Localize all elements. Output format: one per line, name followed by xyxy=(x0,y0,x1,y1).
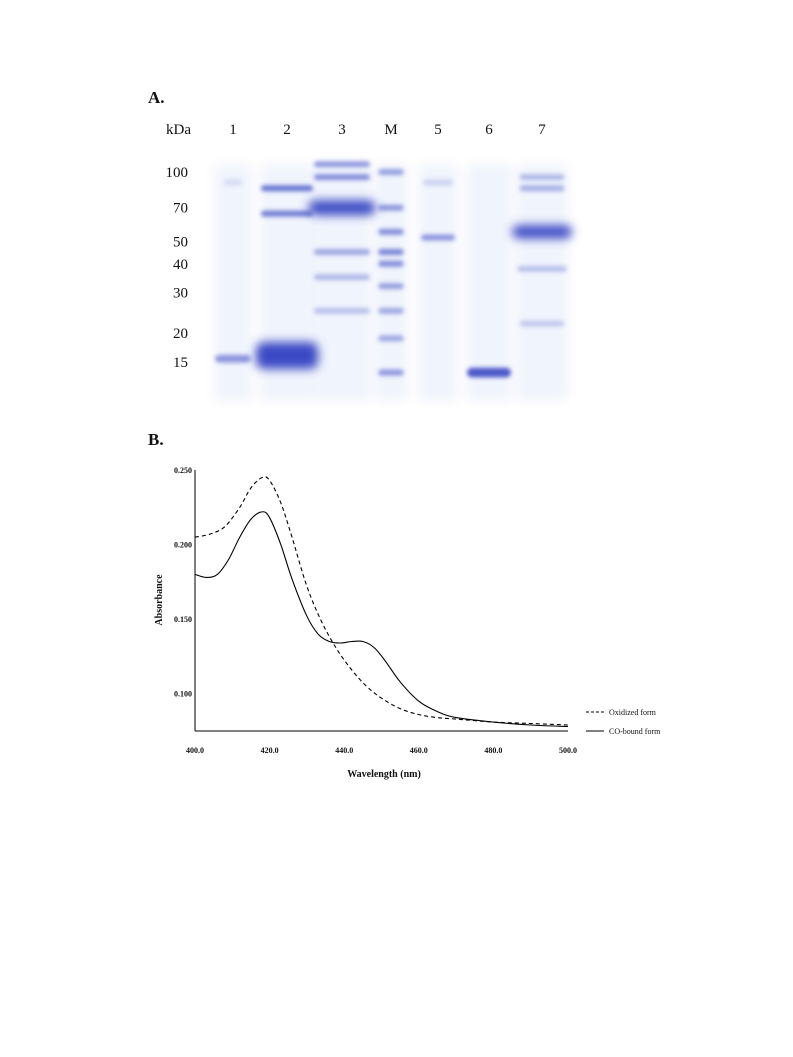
y-tick-label: 0.100 xyxy=(174,690,192,699)
gel-band xyxy=(308,200,376,216)
gel-band xyxy=(378,369,404,376)
gel-band xyxy=(378,260,404,267)
gel-lane-1 xyxy=(215,165,251,400)
gel-band xyxy=(314,307,370,314)
gel-lane-2 xyxy=(255,165,319,400)
gel-band xyxy=(467,367,511,378)
legend-label-oxidized-form: Oxidized form xyxy=(609,708,657,717)
chart-tick-labels: 400.0 420.0 440.0 460.0 480.0 500.0 0.100 0.150… xyxy=(174,466,577,755)
y-axis-title: Absorbance xyxy=(154,574,165,626)
lane-smear xyxy=(517,165,567,400)
gel-lane-5 xyxy=(419,165,457,400)
sds-page-gel: kDa 1 2 3 M 5 6 7 100 70 50 40 30 20 15 xyxy=(166,122,572,400)
gel-band xyxy=(378,204,404,211)
lane-smear xyxy=(375,165,407,400)
x-tick-label: 440.0 xyxy=(335,746,353,755)
kda-header: kDa xyxy=(166,122,191,138)
gel-band xyxy=(519,185,565,192)
x-tick-label: 460.0 xyxy=(410,746,428,755)
gel-band xyxy=(517,265,567,272)
marker-label-50: 50 xyxy=(173,234,188,250)
series-line-oxidized-form xyxy=(194,476,569,726)
gel-band xyxy=(255,342,319,370)
lane-labels: 1 2 3 M 5 6 7 xyxy=(229,122,546,138)
panel-a-label: A. xyxy=(148,88,165,107)
lane-label-2: 2 xyxy=(283,122,291,138)
lane-smear xyxy=(467,165,511,400)
gel-lanes xyxy=(215,161,572,400)
gel-band xyxy=(519,174,565,181)
gel-band xyxy=(378,228,404,235)
gel-band xyxy=(378,169,404,175)
x-tick-label: 480.0 xyxy=(484,746,502,755)
panel-b-label: B. xyxy=(148,430,164,449)
chart-series xyxy=(194,476,569,728)
x-tick-label: 500.0 xyxy=(559,746,577,755)
lane-label-7: 7 xyxy=(538,122,546,138)
lane-label-1: 1 xyxy=(229,122,237,138)
gel-lane-3 xyxy=(308,161,376,400)
x-tick-label: 400.0 xyxy=(186,746,204,755)
gel-lane-7 xyxy=(512,165,572,400)
gel-lane-6 xyxy=(467,165,511,400)
gel-band xyxy=(512,225,572,239)
marker-label-100: 100 xyxy=(166,165,189,181)
marker-label-40: 40 xyxy=(173,257,188,273)
y-tick-label: 0.150 xyxy=(174,615,192,624)
gel-band xyxy=(378,307,404,314)
y-tick-label: 0.250 xyxy=(174,466,192,475)
y-tick-label: 0.200 xyxy=(174,541,192,550)
lane-label-6: 6 xyxy=(485,122,493,138)
marker-label-15: 15 xyxy=(173,355,188,371)
gel-band xyxy=(314,248,370,255)
gel-band xyxy=(224,179,242,186)
gel-band xyxy=(314,174,370,181)
gel-band xyxy=(261,210,313,217)
marker-label-70: 70 xyxy=(173,201,188,217)
lane-label-3: 3 xyxy=(338,122,346,138)
gel-lane-m xyxy=(375,165,407,400)
gel-band xyxy=(422,179,454,186)
gel-band xyxy=(378,248,404,255)
gel-band xyxy=(314,161,370,168)
chart-legend: Oxidized form CO-bound form xyxy=(586,708,661,736)
lane-label-5: 5 xyxy=(434,122,442,138)
marker-label-30: 30 xyxy=(173,286,188,302)
gel-band xyxy=(519,320,565,327)
gel-band xyxy=(378,335,404,342)
gel-band xyxy=(420,234,456,241)
gel-band xyxy=(261,185,313,192)
marker-labels: 100 70 50 40 30 20 15 xyxy=(166,165,189,371)
marker-label-20: 20 xyxy=(173,326,188,342)
gel-band xyxy=(378,283,404,290)
lane-label-m: M xyxy=(384,122,397,138)
gel-band xyxy=(215,354,251,363)
x-tick-label: 420.0 xyxy=(261,746,279,755)
legend-label-co-bound-form: CO-bound form xyxy=(609,727,661,736)
chart-axes xyxy=(194,470,568,732)
series-line-co-bound-form xyxy=(194,511,569,728)
gel-band xyxy=(314,274,370,281)
lane-smear xyxy=(419,165,457,400)
x-axis-title: Wavelength (nm) xyxy=(347,769,421,780)
